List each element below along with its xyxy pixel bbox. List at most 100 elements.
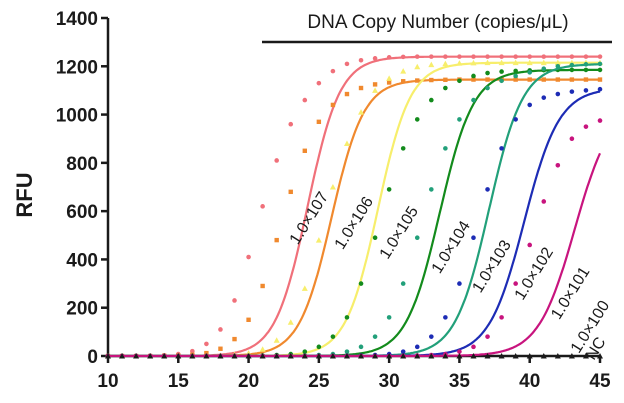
data-point xyxy=(330,102,336,108)
y-tick-label: 600 xyxy=(66,202,98,223)
data-point xyxy=(400,146,406,151)
data-point xyxy=(583,88,589,93)
data-point xyxy=(555,54,561,59)
data-point xyxy=(245,353,252,359)
data-point xyxy=(541,54,547,59)
y-tick-label: 200 xyxy=(66,299,98,320)
data-point xyxy=(203,353,210,359)
data-point xyxy=(555,77,561,82)
series-7 xyxy=(105,353,603,359)
data-point xyxy=(344,315,350,320)
x-tick-label: 15 xyxy=(168,371,190,392)
data-point xyxy=(415,78,420,83)
data-point xyxy=(400,281,406,286)
data-point xyxy=(301,285,308,291)
data-point xyxy=(288,121,294,127)
data-point xyxy=(583,124,589,129)
data-point xyxy=(246,254,251,260)
data-point xyxy=(512,59,519,66)
data-point xyxy=(358,353,365,359)
data-point xyxy=(457,117,462,122)
legend-title: DNA Copy Number (copies/μL) xyxy=(307,12,568,33)
data-point xyxy=(484,59,491,66)
curve-label-5: 1.0×102 xyxy=(512,245,557,304)
data-point xyxy=(443,85,448,91)
data-point xyxy=(428,353,435,359)
data-point xyxy=(569,67,575,73)
data-point xyxy=(513,73,518,79)
data-point xyxy=(386,187,392,192)
data-point xyxy=(526,353,533,359)
data-point xyxy=(499,146,504,151)
data-point xyxy=(597,61,603,67)
data-point xyxy=(428,61,435,68)
data-point xyxy=(246,317,251,322)
data-point xyxy=(554,59,561,66)
data-point xyxy=(161,353,168,359)
data-point xyxy=(316,119,322,125)
data-point xyxy=(119,353,126,359)
data-point xyxy=(555,162,561,168)
data-point xyxy=(471,73,476,79)
data-point xyxy=(105,353,111,359)
data-point xyxy=(541,77,546,82)
data-point xyxy=(485,334,490,339)
data-point xyxy=(372,353,379,359)
data-point xyxy=(372,334,378,339)
data-point xyxy=(499,315,504,320)
series-layer xyxy=(105,54,603,359)
data-point xyxy=(358,281,364,286)
data-point xyxy=(555,63,561,69)
data-point xyxy=(429,334,434,339)
data-point xyxy=(147,353,154,359)
data-point xyxy=(400,349,406,354)
data-point xyxy=(414,117,420,122)
data-point xyxy=(414,63,421,70)
data-point xyxy=(442,353,449,359)
data-point xyxy=(329,184,336,190)
data-point xyxy=(498,59,505,66)
y-tick-label: 1000 xyxy=(56,106,98,127)
data-point xyxy=(470,59,477,66)
data-point xyxy=(597,77,603,82)
data-point xyxy=(498,353,505,359)
x-tick-label: 30 xyxy=(379,371,400,392)
data-point xyxy=(217,353,224,359)
data-point xyxy=(471,235,476,240)
data-point xyxy=(302,148,307,153)
data-point xyxy=(232,336,237,342)
data-point xyxy=(597,67,603,73)
data-point xyxy=(414,54,420,59)
data-point xyxy=(372,87,379,93)
data-point xyxy=(358,57,364,63)
y-tick-label: 1200 xyxy=(56,57,98,78)
data-point xyxy=(457,349,462,354)
data-point xyxy=(513,281,518,286)
data-point xyxy=(301,353,308,359)
data-point xyxy=(555,91,561,97)
data-point xyxy=(259,346,266,352)
data-point xyxy=(273,337,280,343)
y-axis-title: RFU xyxy=(12,172,37,217)
data-point xyxy=(429,54,434,59)
data-point xyxy=(204,341,209,347)
data-point xyxy=(231,353,238,359)
data-point xyxy=(569,77,575,82)
data-point xyxy=(443,146,448,151)
data-point xyxy=(569,54,575,59)
data-point xyxy=(583,67,589,73)
data-point xyxy=(343,353,350,359)
data-point xyxy=(386,315,392,320)
y-tick-label: 400 xyxy=(66,250,98,271)
data-point xyxy=(287,319,294,325)
data-point xyxy=(485,85,490,91)
data-point xyxy=(485,70,490,76)
data-point xyxy=(400,54,406,60)
data-point xyxy=(470,353,477,359)
data-point xyxy=(457,78,462,84)
x-tick-label: 45 xyxy=(589,371,611,392)
data-point xyxy=(372,235,378,240)
data-point xyxy=(513,77,518,82)
data-point xyxy=(175,353,182,359)
data-point xyxy=(484,353,491,359)
